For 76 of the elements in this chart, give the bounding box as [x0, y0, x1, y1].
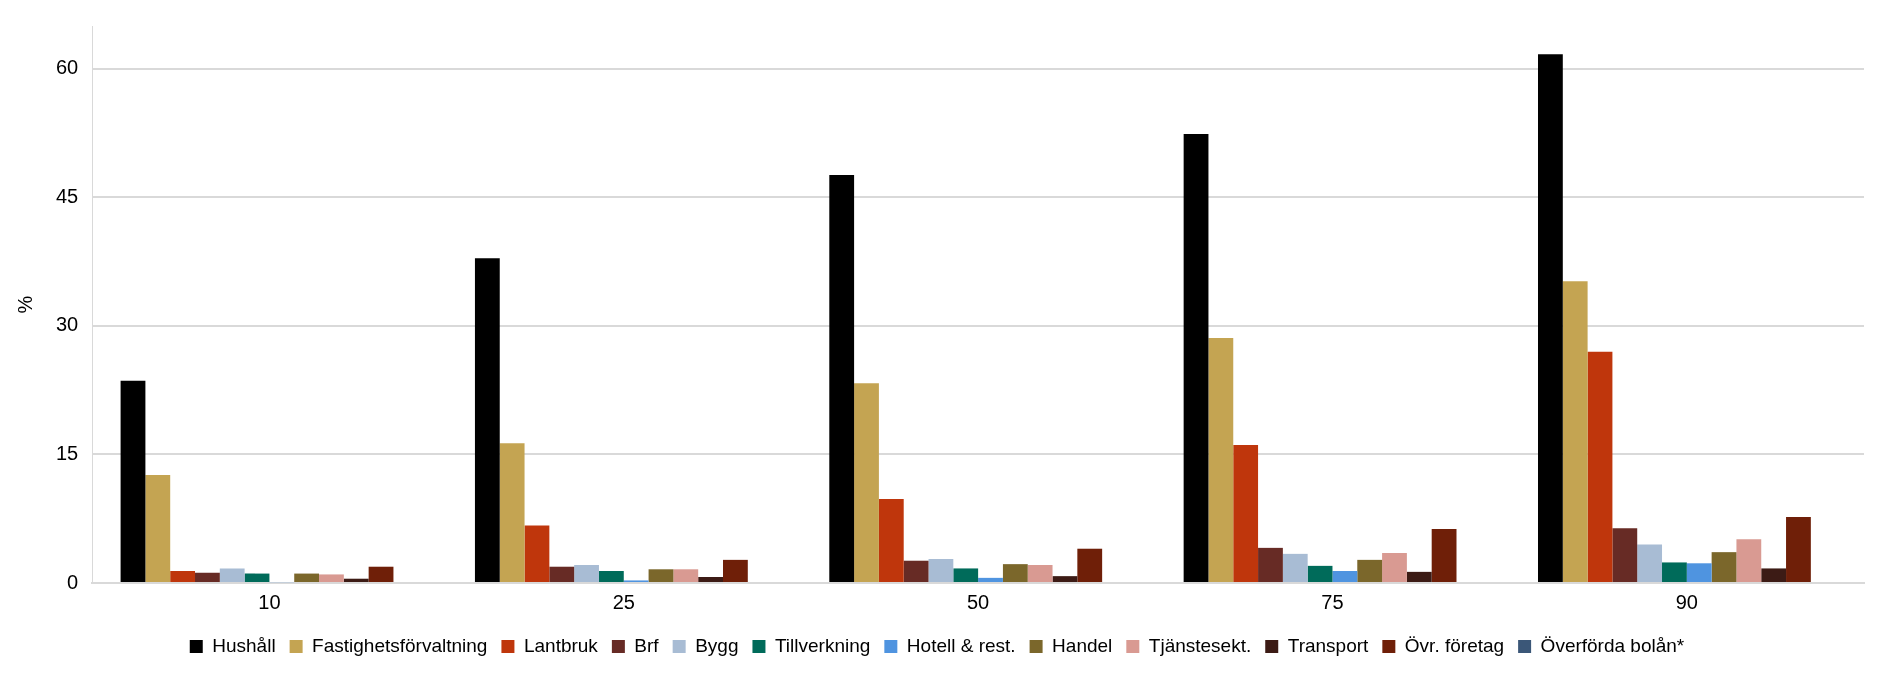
bar	[722, 559, 748, 582]
bar	[244, 573, 270, 582]
legend-label: Transport	[1287, 634, 1370, 656]
bar	[170, 571, 196, 582]
bar	[1382, 553, 1407, 582]
bar	[1786, 517, 1811, 582]
bar	[1587, 351, 1613, 582]
bar	[1431, 529, 1457, 582]
legend-label: Tillverkning	[774, 634, 871, 656]
bar	[294, 573, 320, 582]
legend-label: Övr. företag	[1404, 634, 1505, 656]
y-axis-title: %	[13, 295, 36, 314]
y-tick-label: 45	[56, 184, 79, 207]
legend-label: Brf	[634, 634, 660, 656]
bar	[673, 569, 699, 582]
bar	[1183, 133, 1209, 582]
x-tick-label: 75	[1321, 590, 1344, 613]
x-tick-label: 90	[1675, 590, 1698, 613]
bar	[953, 568, 979, 582]
x-tick-label: 25	[612, 590, 635, 613]
bar	[928, 559, 954, 582]
legend-label: Tjänstesekt.	[1148, 634, 1252, 656]
y-tick-label: 30	[56, 313, 79, 336]
bar	[1612, 528, 1638, 582]
x-tick-label: 10	[258, 590, 281, 613]
legend-label: Hushåll	[212, 634, 276, 656]
bar	[219, 568, 245, 582]
bar	[120, 380, 146, 582]
bar	[1233, 445, 1259, 582]
bar	[1637, 544, 1663, 582]
bar	[1027, 565, 1053, 582]
bar	[1002, 564, 1028, 582]
bar	[145, 475, 171, 582]
bar	[1662, 562, 1687, 582]
y-tick-label: 0	[67, 570, 79, 593]
legend-label: Hotell & rest.	[906, 634, 1016, 656]
legend-label: Lantbruk	[523, 634, 599, 656]
bar	[598, 571, 624, 582]
bar	[854, 383, 879, 582]
legend-label: Överförda bolån*	[1540, 634, 1685, 656]
legend-label: Fastighetsförvaltning	[312, 634, 488, 656]
legend-label: Bygg	[695, 634, 739, 656]
bar	[195, 572, 220, 582]
bar	[1736, 539, 1762, 582]
bar	[1562, 281, 1588, 582]
x-tick-label: 50	[967, 590, 990, 613]
bar	[524, 525, 550, 582]
bar	[978, 577, 1003, 582]
bar	[698, 577, 723, 582]
legend-label: Handel	[1052, 634, 1113, 656]
bar	[1761, 568, 1787, 582]
bar	[1332, 571, 1358, 582]
y-tick-label: 60	[56, 56, 79, 79]
bar	[1406, 571, 1432, 582]
bar	[499, 443, 525, 582]
bar	[549, 566, 575, 582]
bar	[648, 569, 674, 582]
bar	[1052, 576, 1078, 582]
bar	[1258, 547, 1283, 582]
bar	[574, 565, 599, 582]
bar	[1711, 552, 1737, 582]
bar	[1208, 337, 1234, 582]
bar	[368, 566, 394, 582]
y-tick-label: 15	[56, 441, 79, 464]
bar	[1307, 565, 1333, 582]
bar	[1686, 563, 1712, 582]
bar	[319, 574, 344, 582]
bar	[878, 499, 904, 582]
bar	[474, 258, 500, 582]
bar	[903, 560, 929, 582]
bar	[1282, 553, 1308, 582]
bar	[829, 175, 855, 582]
bar	[343, 578, 369, 582]
bar	[1538, 54, 1563, 582]
bar	[1357, 559, 1383, 582]
bar	[1077, 548, 1103, 582]
